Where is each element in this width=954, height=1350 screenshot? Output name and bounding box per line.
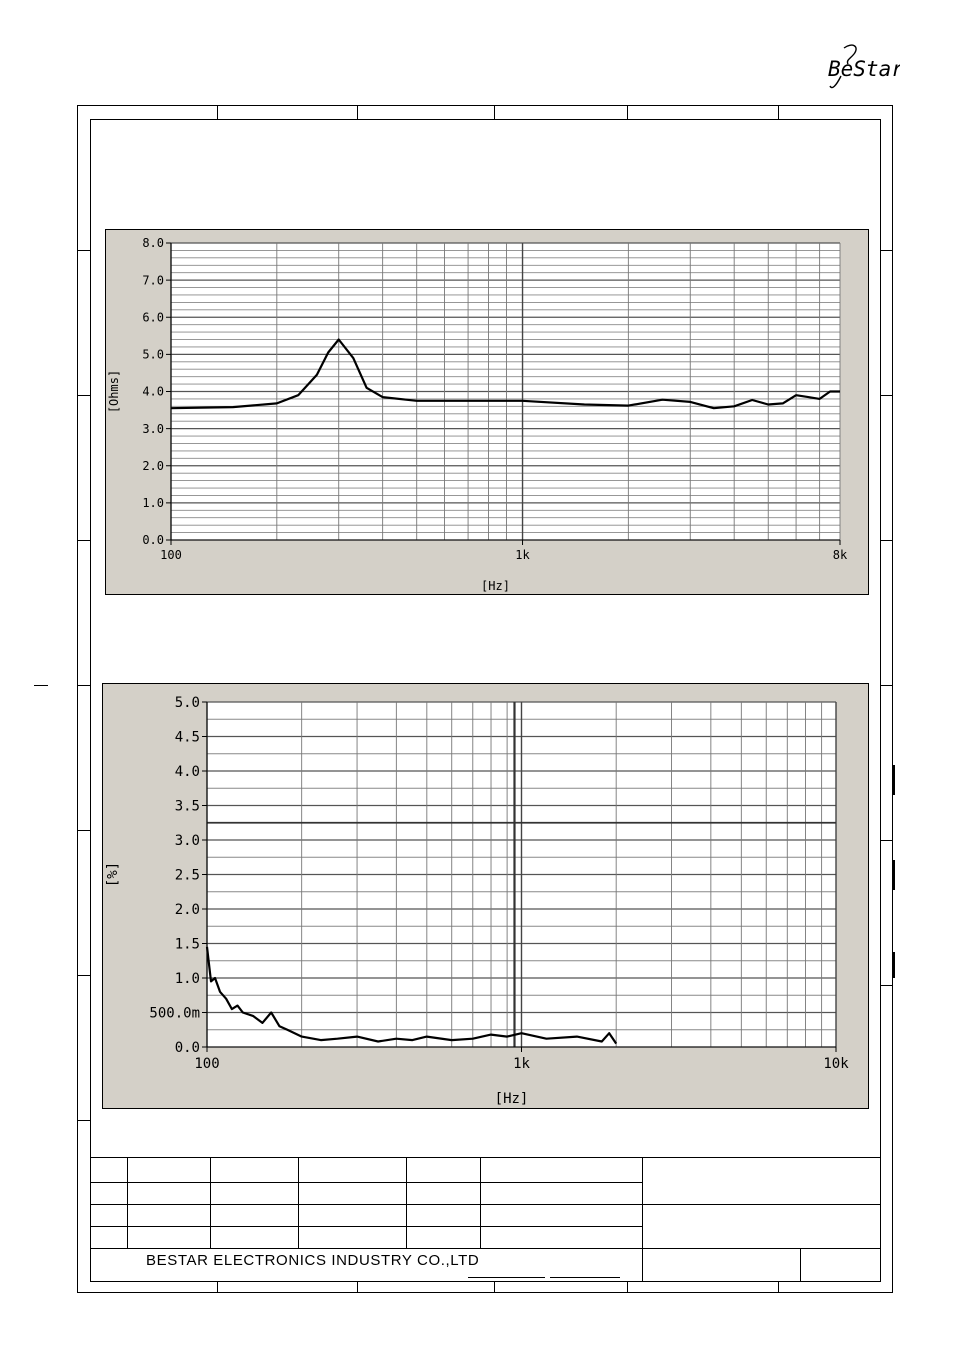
- x-tick-label: 100: [160, 548, 182, 562]
- drawing-inner-frame: [90, 119, 881, 1282]
- series-line: [205, 946, 618, 1045]
- drawing-outer-frame: [77, 105, 893, 1293]
- y-tick-label: 1.0: [142, 496, 164, 510]
- x-tick-label: 8k: [833, 548, 848, 562]
- frame-tick: [881, 685, 893, 686]
- margin-mark: [892, 952, 895, 978]
- company-name: BESTAR ELECTRONICS INDUSTRY CO.,LTD: [146, 1252, 480, 1269]
- y-tick-label: 7.0: [142, 273, 164, 287]
- y-tick-label: 3.0: [175, 833, 200, 849]
- series-line: [170, 338, 840, 410]
- y-tick-label: 2.0: [142, 459, 164, 473]
- frame-tick: [778, 1282, 779, 1293]
- margin-mark: [34, 685, 48, 686]
- y-tick-label: 3.5: [175, 798, 200, 814]
- frame-tick: [881, 540, 893, 541]
- margin-mark: [892, 860, 895, 890]
- frame-tick: [881, 250, 893, 251]
- frame-tick: [77, 830, 90, 831]
- y-tick-label: 5.0: [175, 695, 200, 711]
- frame-tick: [77, 685, 90, 686]
- y-tick-label: 0.0: [142, 533, 164, 547]
- y-tick-label: 8.0: [142, 236, 164, 250]
- y-tick-label: 1.5: [175, 936, 200, 952]
- frame-tick: [627, 1282, 628, 1293]
- frame-tick: [778, 105, 779, 119]
- title-block: [90, 1157, 881, 1282]
- frame-tick: [217, 1282, 218, 1293]
- impedance-chart: 0.0 1.0 2.0 3.0 4.0 5.0 6.0 7.0 8.0 100 1k 8k [Hz] [O…: [105, 229, 869, 595]
- y-tick-label: 0.0: [175, 1040, 200, 1056]
- frame-tick: [77, 1120, 90, 1121]
- margin-mark: [892, 765, 895, 795]
- y-tick-label: 2.0: [175, 902, 200, 918]
- frame-tick: [881, 985, 893, 986]
- frame-tick: [77, 250, 90, 251]
- distortion-chart-svg: 0.0 500.0m 1.0 1.5 2.0 2.5 3.0 3.5 4.0 4.5 5.0 100 1…: [105, 695, 849, 1107]
- frame-tick: [357, 1282, 358, 1293]
- x-tick-label: 1k: [515, 548, 530, 562]
- y-tick-label: 5.0: [142, 348, 164, 362]
- frame-tick: [494, 1282, 495, 1293]
- impedance-chart-svg: 0.0 1.0 2.0 3.0 4.0 5.0 6.0 7.0 8.0 100 1k 8k [Hz] [O…: [107, 236, 848, 593]
- frame-tick: [627, 105, 628, 119]
- title-block-grid: [90, 1157, 881, 1282]
- x-tick-label: 100: [194, 1056, 219, 1072]
- y-tick-label: 3.0: [142, 422, 164, 436]
- x-tick-label: 1k: [513, 1056, 530, 1072]
- y-tick-label: 1.0: [175, 971, 200, 987]
- x-axis-label: [Hz]: [495, 1091, 529, 1107]
- y-tick-label: 6.0: [142, 310, 164, 324]
- distortion-chart: 0.0 500.0m 1.0 1.5 2.0 2.5 3.0 3.5 4.0 4.5 5.0 100 1…: [102, 683, 869, 1109]
- y-axis-label: [Ohms]: [107, 370, 121, 413]
- x-tick-label: 10k: [823, 1056, 849, 1072]
- y-tick-label: 500.0m: [149, 1005, 200, 1021]
- bestar-logo: BeStar: [826, 42, 904, 92]
- frame-tick: [881, 840, 893, 841]
- frame-tick: [494, 105, 495, 119]
- frame-tick: [77, 975, 90, 976]
- frame-tick: [77, 395, 90, 396]
- y-tick-label: 2.5: [175, 867, 200, 883]
- frame-tick: [357, 105, 358, 119]
- frame-tick: [881, 395, 893, 396]
- y-tick-label: 4.0: [175, 764, 200, 780]
- y-axis-label: [%]: [105, 862, 121, 887]
- x-axis-label: [Hz]: [481, 579, 510, 593]
- y-tick-label: 4.0: [142, 385, 164, 399]
- y-tick-label: 4.5: [175, 729, 200, 745]
- frame-tick: [77, 540, 90, 541]
- frame-tick: [217, 105, 218, 119]
- svg-text:BeStar: BeStar: [828, 57, 900, 81]
